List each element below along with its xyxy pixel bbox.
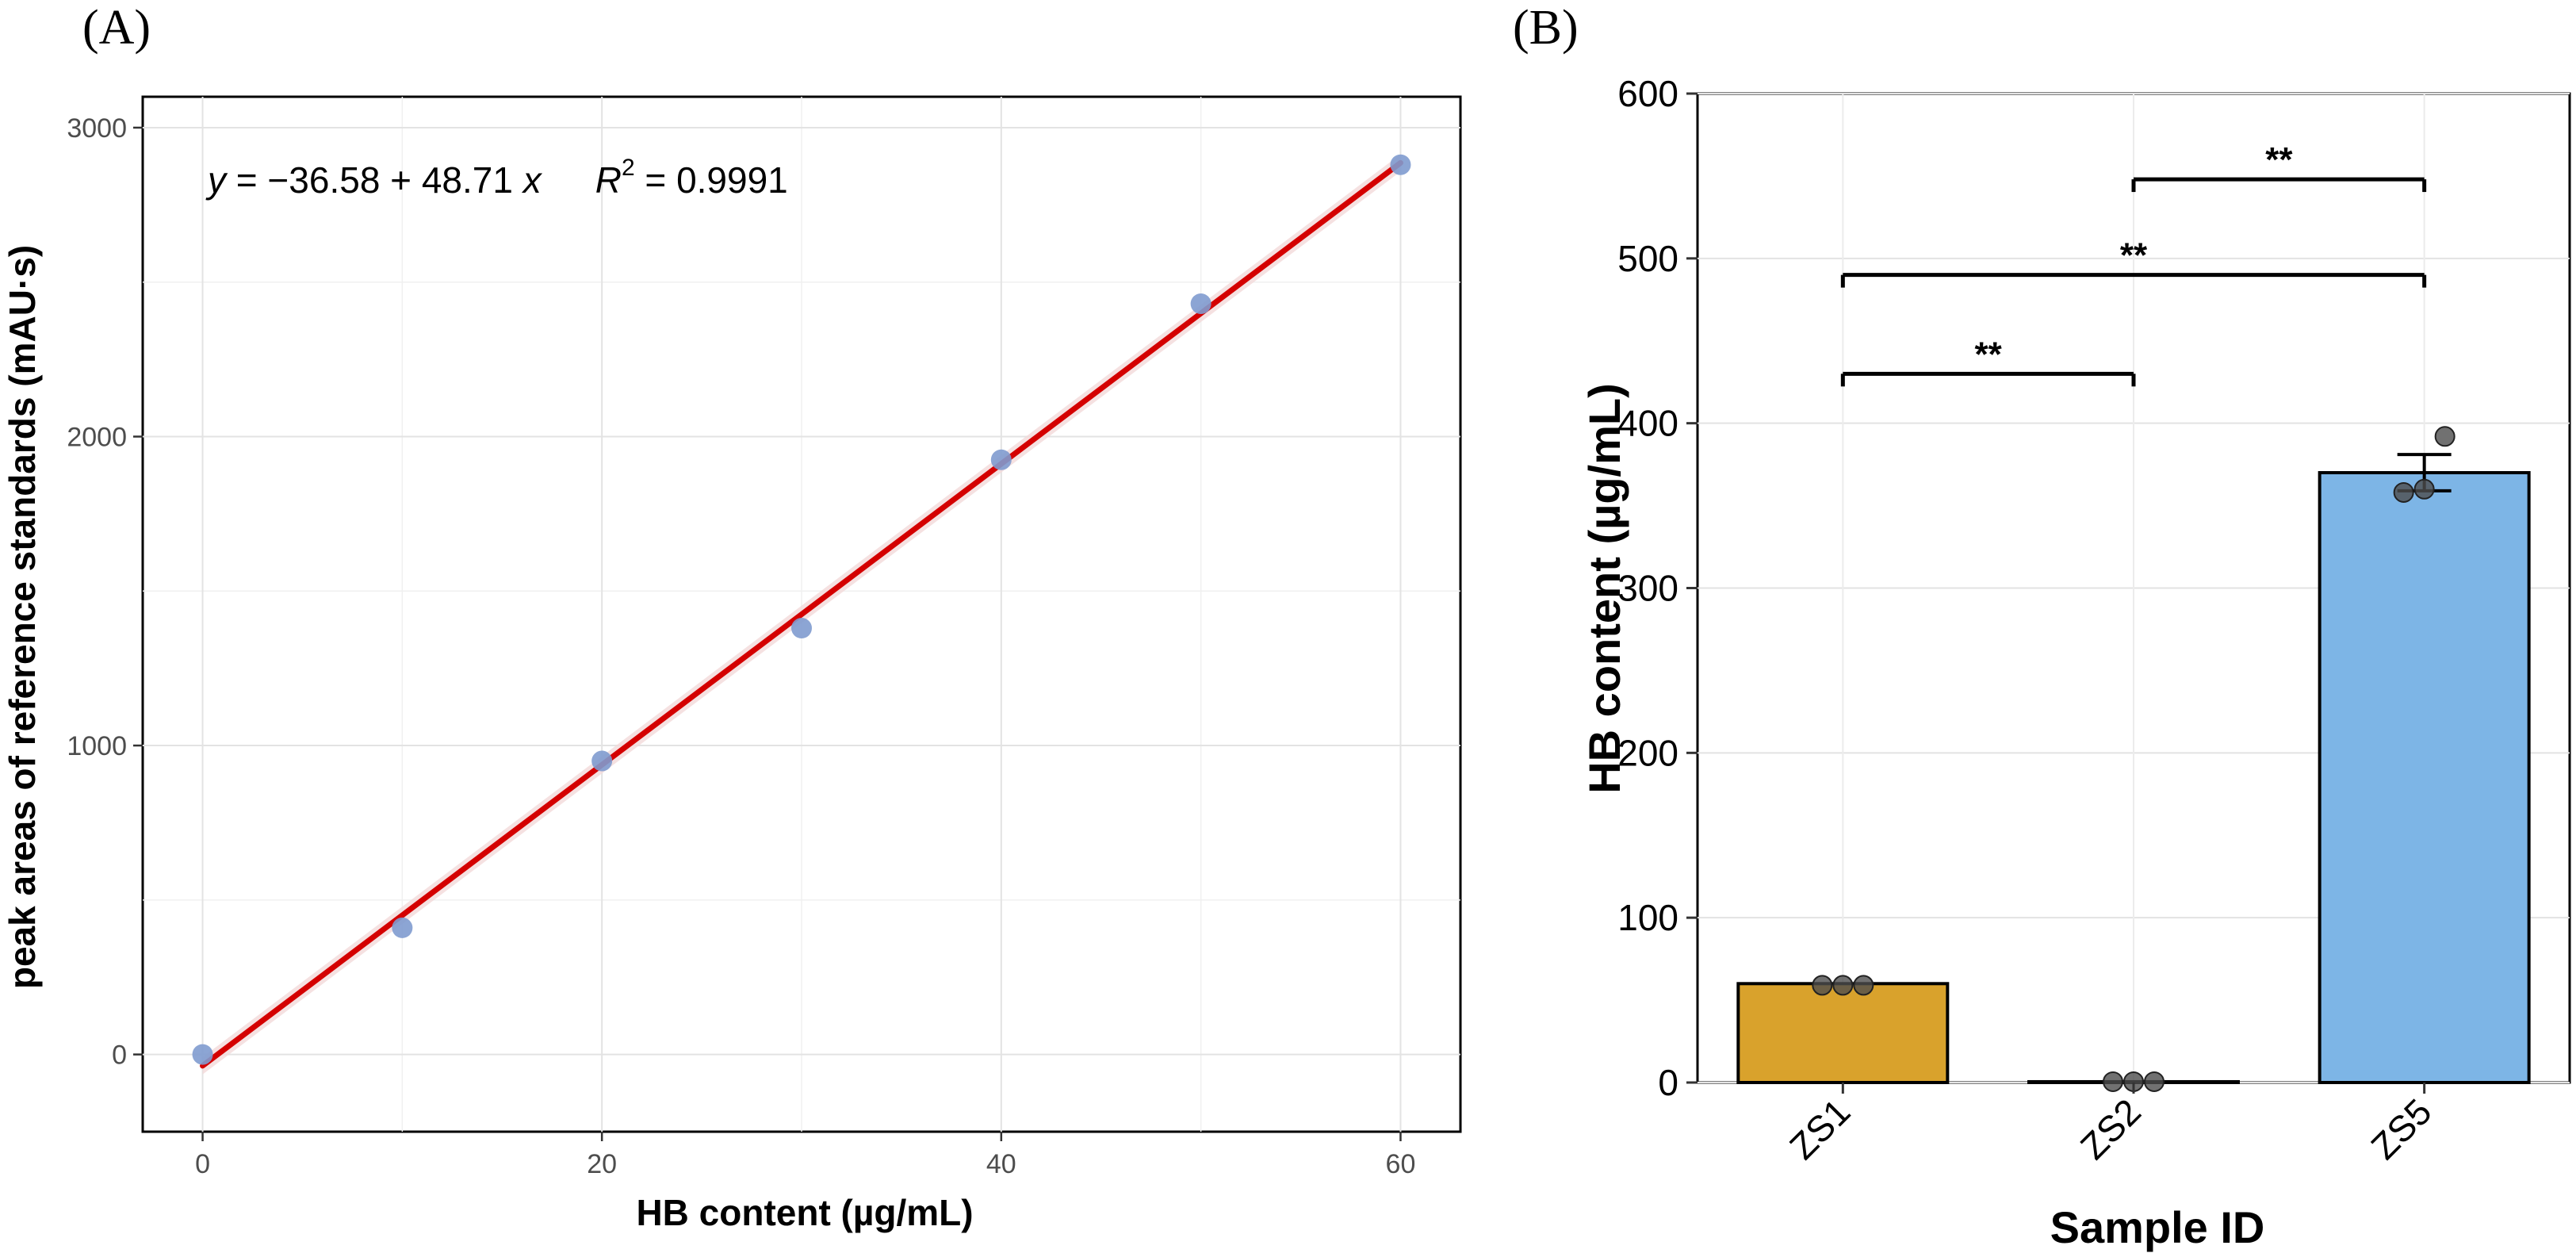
y-tick-label: 100: [1617, 897, 1678, 938]
data-point: [192, 1044, 213, 1065]
x-axis-title-b: Sample ID: [2050, 1202, 2265, 1252]
data-point: [1190, 293, 1211, 314]
regression-equation: y = −36.58 + 48.71 x R2 = 0.9991: [205, 155, 788, 201]
eq-body: = −36.58 + 48.71: [226, 159, 523, 201]
replicate-point: [2103, 1071, 2123, 1092]
y-tick-label: 1000: [67, 731, 127, 761]
eq-r-superscript: 2: [622, 155, 635, 181]
y-tick-label: 500: [1617, 238, 1678, 279]
x-tick-label: 60: [1386, 1149, 1416, 1179]
x-axis-ticks: 0 20 40 60: [195, 1132, 1415, 1179]
replicate-point: [1853, 975, 1874, 996]
y-axis-ticks-b: 0 100 200 300 400 500 600: [1617, 73, 1698, 1103]
significance-brackets: ** ** **: [1840, 140, 2427, 387]
x-axis-title-a: HB content (µg/mL): [636, 1192, 973, 1233]
y-tick-label: 600: [1617, 73, 1678, 114]
eq-r-value: = 0.9991: [635, 159, 788, 201]
eq-x-var: x: [522, 159, 543, 201]
bar-zs1: [1736, 982, 1950, 1085]
replicate-point: [2393, 481, 2414, 503]
plot-a-grid: [143, 97, 1460, 1132]
replicate-points: [1812, 426, 2455, 1092]
y-axis-title-a: peak areas of reference standards (mAU·s…: [2, 245, 43, 989]
replicate-point: [2434, 426, 2455, 447]
x-tick-label: 40: [986, 1149, 1016, 1179]
y-tick-label: 300: [1617, 568, 1678, 609]
y-tick-label: 2000: [67, 423, 127, 453]
replicate-point: [2413, 478, 2435, 500]
eq-y-var: y: [205, 159, 228, 201]
replicate-point: [1832, 975, 1854, 996]
bars: [1736, 471, 2531, 1085]
y-axis-ticks: 0 1000 2000 3000: [67, 113, 143, 1071]
data-point: [591, 750, 613, 772]
y-tick-label: 3000: [67, 113, 127, 144]
x-tick-label: 0: [195, 1149, 210, 1179]
replicate-point: [2144, 1071, 2165, 1092]
significance-label: **: [2265, 140, 2293, 179]
bar-zs5: [2318, 471, 2531, 1084]
eq-r-var: R: [595, 159, 622, 201]
calibration-chart: 0 20 40 60 0 1000 2000 3000 y = −36.58 + 48.71…: [2, 95, 1462, 1233]
y-axis-title-b: HB content (µg/mL): [1579, 383, 1629, 794]
panel-b-letter: (B): [1513, 1, 1579, 55]
data-points: [192, 154, 1411, 1065]
significance-label: **: [2120, 236, 2148, 275]
y-tick-label: 0: [112, 1040, 127, 1071]
y-tick-label: 200: [1617, 732, 1678, 773]
y-tick-label: 0: [1658, 1062, 1678, 1103]
replicate-point: [1812, 975, 1833, 996]
data-point: [1390, 154, 1411, 175]
x-tick-label: 20: [587, 1149, 617, 1179]
panel-a-letter: (A): [82, 1, 151, 55]
data-point: [990, 449, 1012, 470]
data-point: [791, 618, 812, 639]
y-tick-label: 400: [1617, 403, 1678, 444]
significance-label: **: [1975, 335, 2003, 374]
data-point: [392, 917, 413, 938]
